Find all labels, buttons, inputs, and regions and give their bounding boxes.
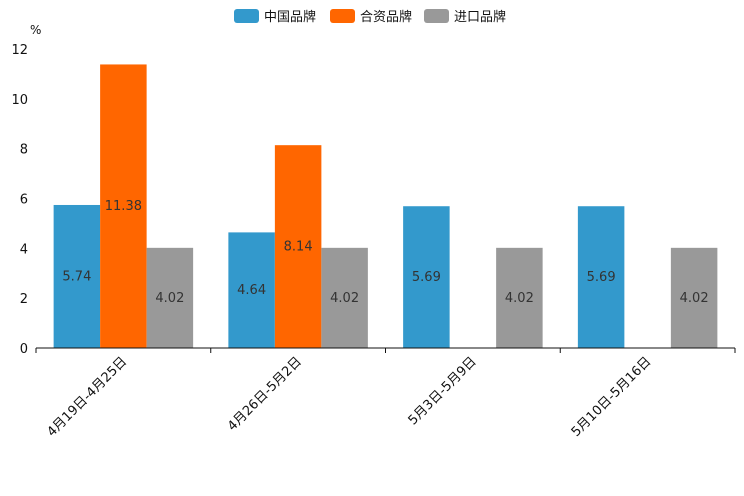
x-axis: 4月19日-4月25日 4月26日-5月2日 5月3日-5月9日 5月10日-5月16… [35,347,736,440]
x-tick-label: 5月10日-5月16日 [569,354,655,440]
bar [146,247,194,348]
bar [577,206,625,348]
data-label: 11.38 [105,199,142,214]
data-label: 4.02 [330,291,359,306]
bar [100,64,147,348]
bar [53,204,101,348]
legend-label: 合资品牌 [360,9,412,25]
bar [496,247,543,348]
data-label: 4.02 [155,291,184,306]
data-label: 4.64 [237,283,266,298]
data-label: 5.69 [412,270,441,285]
legend-swatch [424,9,449,23]
bar [321,247,368,348]
data-label: 5.74 [62,269,91,284]
y-tick-label: 10 [11,93,28,108]
legend-swatch [234,9,259,23]
x-tick-label: 4月19日-4月25日 [44,354,130,440]
bar [274,145,322,348]
y-tick-label: 8 [20,143,28,158]
y-tick-label: 4 [20,242,28,257]
y-axis: 0 2 4 6 8 10 12 [11,43,28,357]
y-tick-label: 0 [20,342,28,357]
data-label: 5.69 [587,270,616,285]
y-axis-unit-label: % [30,23,41,37]
legend: 中国品牌 合资品牌 进口品牌 [234,9,506,25]
legend-label: 进口品牌 [454,9,506,25]
y-tick-label: 6 [20,193,28,208]
y-tick-label: 12 [11,43,28,58]
bar [403,206,450,348]
bars [53,64,718,348]
legend-swatch [330,9,355,23]
x-tick-label: 5月3日-5月9日 [406,354,480,428]
y-tick-label: 2 [20,292,28,307]
data-label: 8.14 [284,240,313,255]
data-labels: 5.74 11.38 4.02 4.64 8.14 4.02 5.69 4.02 5.69 4.0… [62,199,708,306]
bar [670,247,718,348]
data-label: 4.02 [680,291,709,306]
bar [228,232,275,348]
x-tick-label: 4月26日-5月2日 [225,354,305,434]
data-label: 4.02 [505,291,534,306]
legend-label: 中国品牌 [264,9,316,25]
